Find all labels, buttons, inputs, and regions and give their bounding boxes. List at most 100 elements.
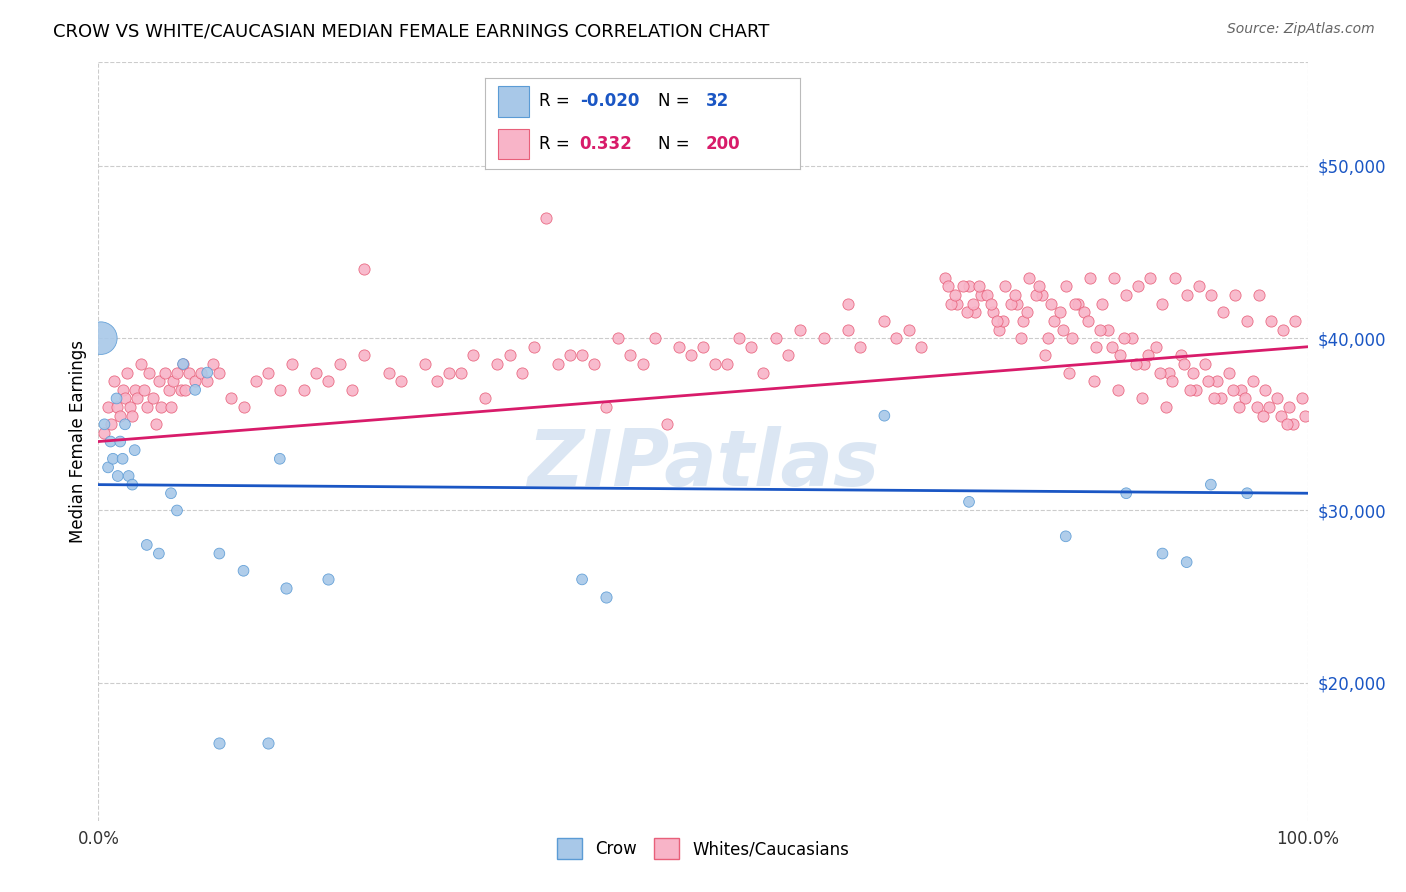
Point xyxy=(1251,409,1274,423)
Point xyxy=(994,279,1017,293)
Point xyxy=(413,357,436,371)
Point xyxy=(121,477,143,491)
Point xyxy=(1054,279,1077,293)
Point xyxy=(135,538,157,552)
Point xyxy=(1102,270,1125,285)
Point xyxy=(138,366,160,380)
Point xyxy=(145,417,167,432)
Point xyxy=(1107,383,1129,397)
Point xyxy=(837,296,859,310)
Point xyxy=(232,564,254,578)
Point xyxy=(474,392,496,406)
Point xyxy=(1270,409,1292,423)
Point xyxy=(486,357,509,371)
Point xyxy=(1112,331,1135,345)
Point xyxy=(668,340,690,354)
Point xyxy=(117,366,139,380)
Point xyxy=(1199,477,1222,491)
Point xyxy=(1097,322,1119,336)
Point xyxy=(190,366,212,380)
Point xyxy=(967,279,990,293)
Point xyxy=(910,340,932,354)
Point xyxy=(256,366,278,380)
Point xyxy=(595,400,617,414)
Point xyxy=(498,348,520,362)
Point xyxy=(1078,270,1101,285)
Point xyxy=(221,392,243,406)
Point xyxy=(957,495,980,509)
Point xyxy=(1036,331,1059,345)
Point xyxy=(1173,357,1195,371)
Point xyxy=(353,348,375,362)
Point xyxy=(655,417,678,432)
Point xyxy=(105,400,128,414)
Point xyxy=(160,400,183,414)
Point xyxy=(195,366,218,380)
Point xyxy=(1278,400,1301,414)
Point xyxy=(105,392,128,406)
Point xyxy=(965,305,987,319)
Point xyxy=(1223,288,1246,302)
Point xyxy=(114,417,136,432)
Point xyxy=(897,322,920,336)
Point xyxy=(1146,340,1168,354)
Point xyxy=(631,357,654,371)
Point xyxy=(124,383,146,397)
Point xyxy=(644,331,666,345)
Point xyxy=(108,434,131,449)
Point xyxy=(1052,322,1074,336)
Point xyxy=(873,314,896,328)
Point xyxy=(1067,296,1090,310)
Point xyxy=(939,296,962,310)
Point xyxy=(426,374,449,388)
Point xyxy=(1060,331,1083,345)
Point xyxy=(274,581,297,595)
Point xyxy=(986,314,1008,328)
Point xyxy=(740,340,762,354)
Point xyxy=(111,451,134,466)
Point xyxy=(1209,392,1232,406)
Point xyxy=(1091,296,1114,310)
Point xyxy=(1222,383,1244,397)
Point xyxy=(1254,383,1277,397)
Point xyxy=(316,573,339,587)
Point xyxy=(1227,400,1250,414)
Point xyxy=(1015,305,1038,319)
Point xyxy=(1040,296,1063,310)
Point xyxy=(1109,348,1132,362)
Point xyxy=(991,314,1014,328)
Point xyxy=(1054,529,1077,543)
Point xyxy=(1128,279,1150,293)
Point xyxy=(135,400,157,414)
Point xyxy=(1149,366,1171,380)
Point xyxy=(153,366,176,380)
Point xyxy=(946,296,969,310)
Point xyxy=(1073,305,1095,319)
Point xyxy=(463,348,485,362)
Point xyxy=(1282,417,1305,432)
Point xyxy=(93,417,115,432)
Point xyxy=(1188,279,1211,293)
Point xyxy=(1267,392,1289,406)
Point xyxy=(316,374,339,388)
Point xyxy=(776,348,799,362)
Point xyxy=(952,279,974,293)
Point xyxy=(1260,314,1282,328)
Point xyxy=(980,296,1002,310)
Point xyxy=(1000,296,1022,310)
Point xyxy=(127,392,149,406)
Point xyxy=(103,374,125,388)
Point xyxy=(934,270,956,285)
Point xyxy=(1294,409,1316,423)
Point xyxy=(281,357,304,371)
Point xyxy=(121,409,143,423)
Point xyxy=(1175,555,1198,569)
Point xyxy=(1284,314,1306,328)
Point xyxy=(1241,374,1264,388)
Point xyxy=(1152,296,1174,310)
Point xyxy=(1257,400,1279,414)
Point xyxy=(1018,270,1040,285)
Point xyxy=(195,374,218,388)
Point xyxy=(728,331,751,345)
Point xyxy=(166,366,188,380)
